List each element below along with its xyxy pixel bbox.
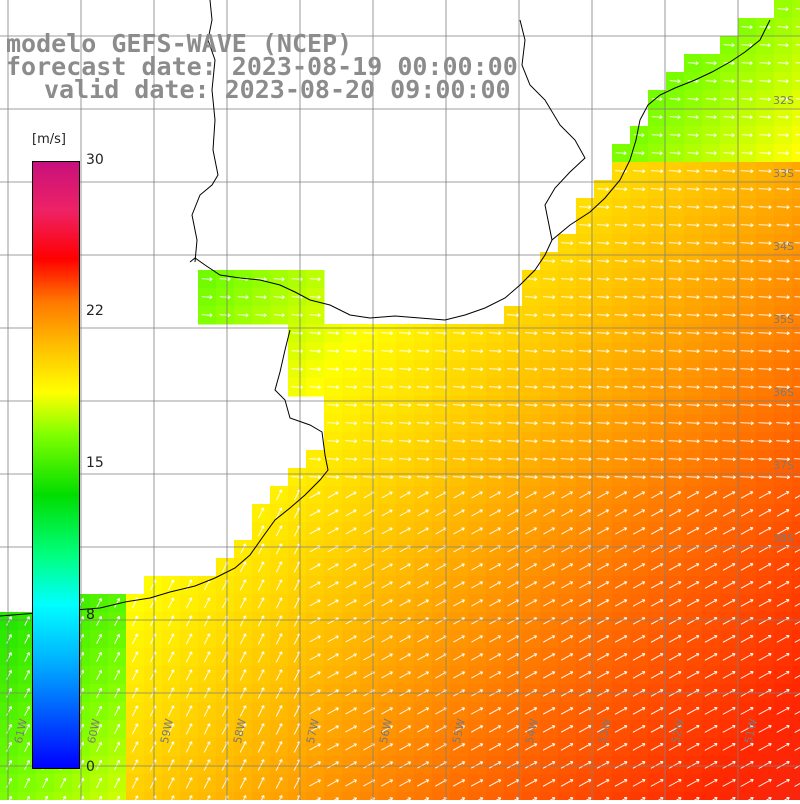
wind-cell	[450, 792, 469, 800]
wind-cell	[792, 792, 800, 800]
colorbar-tick-8: 8	[86, 608, 95, 622]
colorbar-tick-15: 15	[86, 456, 104, 470]
wind-cell	[792, 774, 800, 793]
wind-cell	[792, 576, 800, 595]
wind-cell	[216, 792, 235, 800]
wind-cell	[108, 792, 127, 800]
lat-label: 32S	[773, 94, 794, 107]
wind-cell	[558, 792, 577, 800]
lat-label: 34S	[773, 240, 794, 253]
wind-cell	[342, 792, 361, 800]
wind-cell	[792, 648, 800, 667]
wind-cell	[180, 792, 199, 800]
wind-cell	[684, 792, 703, 800]
colorbar-tick-30: 30	[86, 153, 104, 167]
wind-cell	[612, 792, 631, 800]
wind-cell	[630, 792, 649, 800]
wind-cell	[792, 594, 800, 613]
lat-label: 35S	[773, 313, 794, 326]
wind-cell	[144, 792, 163, 800]
wind-cell	[0, 792, 19, 800]
colorbar-unit: [m/s]	[32, 132, 66, 147]
wind-cell	[288, 792, 307, 800]
wind-cell	[126, 792, 145, 800]
wind-cell	[234, 792, 253, 800]
wind-cell	[162, 792, 181, 800]
wind-cell	[792, 702, 800, 721]
wind-cell	[198, 792, 217, 800]
wind-cell	[18, 792, 37, 800]
wind-cell	[702, 792, 721, 800]
wind-cell	[792, 756, 800, 775]
wind-cell	[756, 792, 775, 800]
wind-cell	[792, 720, 800, 739]
wind-cell	[792, 738, 800, 757]
lat-label: 38S	[773, 532, 794, 545]
colorbar-gradient	[32, 161, 80, 769]
wind-cell	[486, 792, 505, 800]
wind-cell	[306, 792, 325, 800]
wind-cell	[378, 792, 397, 800]
colorbar-tick-22: 22	[86, 304, 104, 318]
wind-cell	[792, 558, 800, 577]
wind-cell	[504, 792, 523, 800]
lat-label: 36S	[773, 386, 794, 399]
wind-cell	[738, 792, 757, 800]
wind-cell	[792, 666, 800, 685]
wind-cell	[468, 792, 487, 800]
wind-cell	[540, 792, 559, 800]
wind-cell	[396, 792, 415, 800]
wind-cell	[324, 792, 343, 800]
wind-cell	[360, 792, 379, 800]
wind-cell	[792, 504, 800, 523]
wind-cell	[720, 792, 739, 800]
wind-cell	[522, 792, 541, 800]
wind-cell	[666, 792, 685, 800]
wind-cell	[792, 630, 800, 649]
wind-cell	[36, 792, 55, 800]
wind-cell	[774, 792, 793, 800]
uruguay-border	[520, 20, 585, 240]
wind-cell	[432, 792, 451, 800]
colorbar-tick-0: 0	[86, 760, 95, 774]
lat-label: 33S	[773, 167, 794, 180]
wind-cell	[792, 612, 800, 631]
wind-cell	[90, 792, 109, 800]
wind-cell	[252, 792, 271, 800]
wind-cell	[54, 792, 73, 800]
wind-cell	[594, 792, 613, 800]
lat-label: 37S	[773, 459, 794, 472]
wind-cell	[648, 792, 667, 800]
wind-cell	[792, 486, 800, 505]
wind-cell	[270, 792, 289, 800]
valid-date: valid date: 2023-08-20 09:00:00	[44, 78, 511, 102]
wind-cell	[414, 792, 433, 800]
